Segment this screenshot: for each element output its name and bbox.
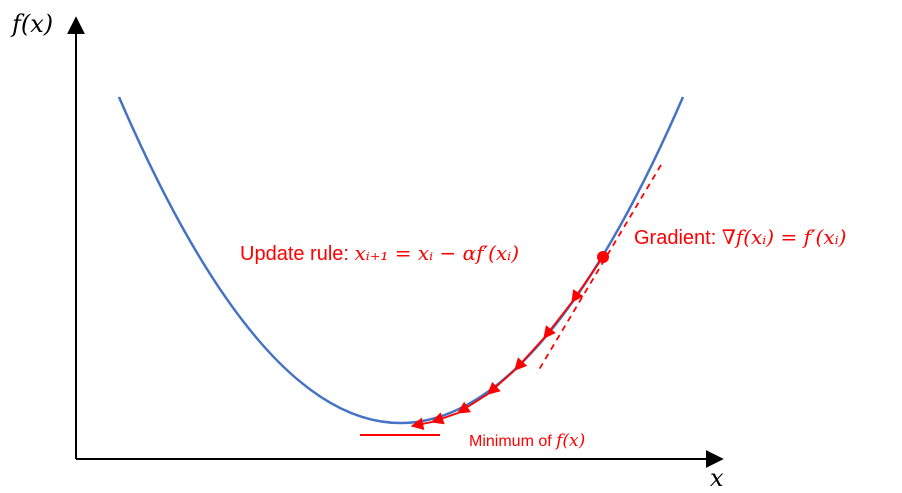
descent-step-1 — [571, 256, 604, 304]
descent-step-4 — [487, 369, 516, 395]
descent-step-2 — [543, 301, 573, 339]
update-rule-label: Update rule: xᵢ₊₁ = xᵢ − αf′(xᵢ) — [240, 241, 519, 265]
descent-step-6 — [430, 412, 459, 425]
minimum-prefix: Minimum of — [469, 433, 556, 450]
update-rule-prefix: Update rule: — [240, 243, 355, 265]
gradient-formula: ∇f(xᵢ) = f′(xᵢ) — [722, 225, 847, 249]
minimum-label: Minimum of f(x) — [469, 431, 585, 451]
descent-steps — [410, 256, 604, 430]
gradient-prefix: Gradient: — [634, 227, 722, 249]
gradient-tangent-line — [536, 164, 662, 374]
update-rule-formula: xᵢ₊₁ = xᵢ − αf′(xᵢ) — [355, 241, 519, 265]
gradient-label: Gradient: ∇f(xᵢ) = f′(xᵢ) — [634, 225, 846, 249]
y-axis-label: f(x) — [10, 10, 53, 38]
descent-step-7 — [410, 417, 433, 430]
x-axis-label: x — [710, 464, 724, 492]
descent-step-3 — [514, 337, 545, 371]
minimum-formula: f(x) — [554, 431, 585, 451]
descent-step-5 — [456, 393, 489, 414]
